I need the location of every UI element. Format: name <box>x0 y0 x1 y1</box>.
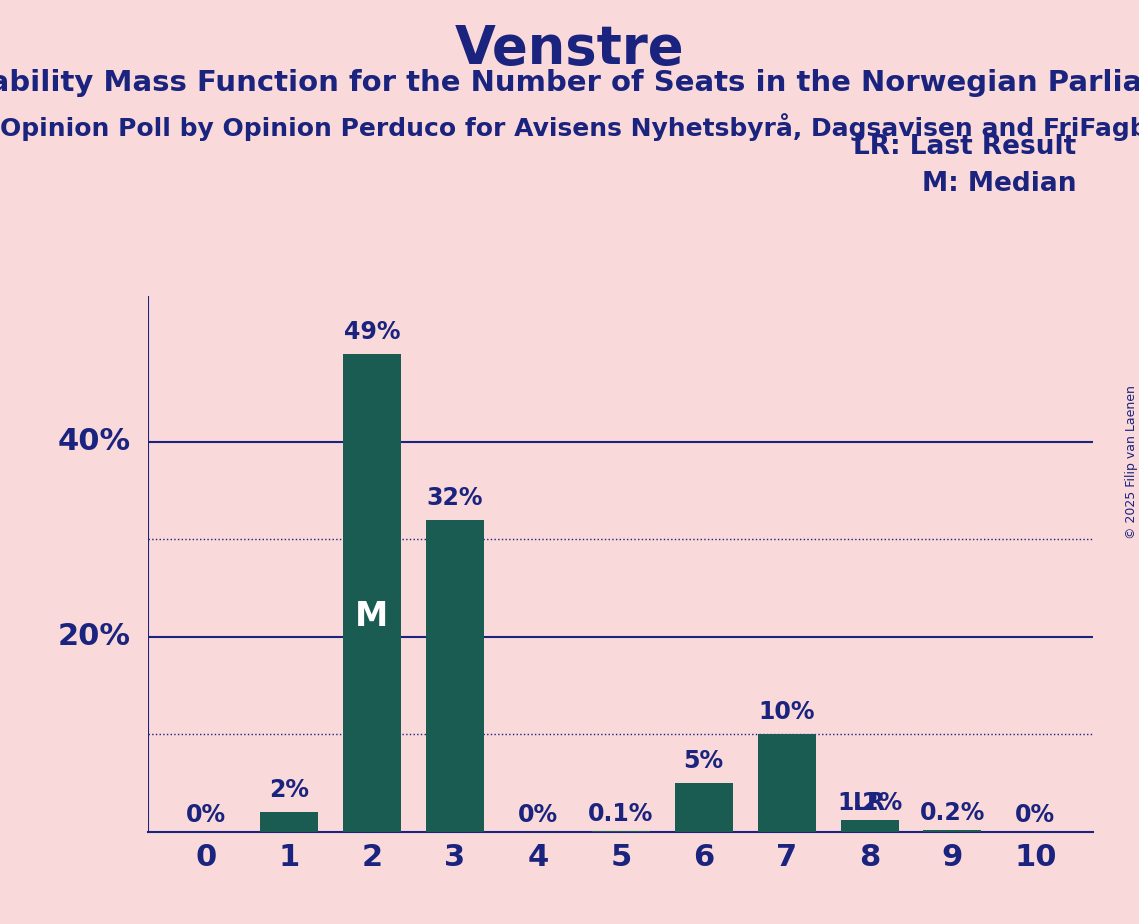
Text: M: Median: M: Median <box>921 171 1076 197</box>
Text: 2%: 2% <box>269 778 309 802</box>
Bar <box>841 820 899 832</box>
Text: Probability Mass Function for the Number of Seats in the Norwegian Parliament: Probability Mass Function for the Number… <box>0 69 1139 97</box>
Text: 32%: 32% <box>427 486 483 510</box>
Text: 0%: 0% <box>518 803 558 827</box>
Text: 0.1%: 0.1% <box>588 802 654 826</box>
Bar <box>260 812 318 832</box>
Text: Opinion Poll by Opinion Perduco for Avisens Nyhetsbyrå, Dagsavisen and FriFagbev: Opinion Poll by Opinion Perduco for Avis… <box>0 113 1139 140</box>
Text: 0%: 0% <box>1015 803 1056 827</box>
Text: 5%: 5% <box>683 749 723 773</box>
Text: M: M <box>355 601 388 633</box>
Text: 20%: 20% <box>58 622 131 651</box>
Bar <box>592 831 649 832</box>
Text: 1.2%: 1.2% <box>837 791 902 815</box>
Text: 40%: 40% <box>58 427 131 456</box>
Bar <box>757 735 816 832</box>
Text: 49%: 49% <box>344 321 400 345</box>
Text: 0.2%: 0.2% <box>920 801 985 825</box>
Bar <box>924 830 982 832</box>
Text: 10%: 10% <box>759 700 814 724</box>
Text: 0%: 0% <box>186 803 227 827</box>
Text: LR: Last Result: LR: Last Result <box>853 134 1076 160</box>
Bar <box>674 783 732 832</box>
Text: © 2025 Filip van Laenen: © 2025 Filip van Laenen <box>1124 385 1138 539</box>
Text: LR: LR <box>853 791 886 815</box>
Bar <box>426 520 484 832</box>
Text: Venstre: Venstre <box>454 23 685 75</box>
Bar <box>343 354 401 832</box>
